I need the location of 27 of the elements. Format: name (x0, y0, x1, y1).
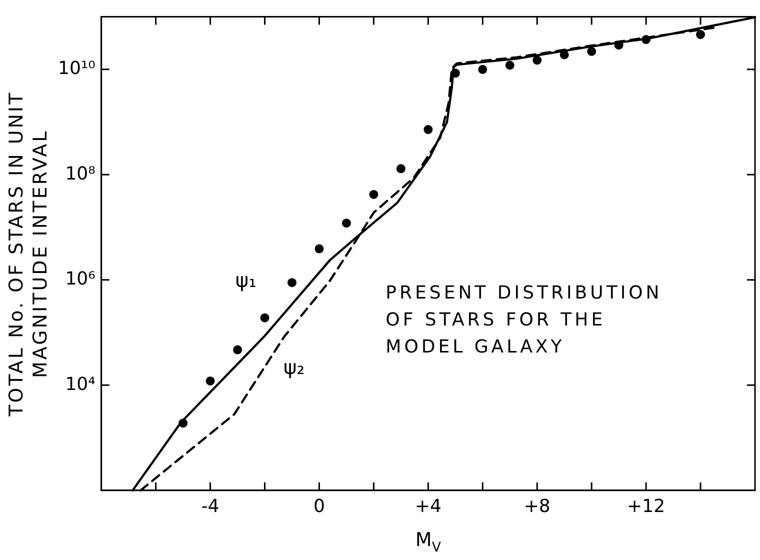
point (696, 30, 706, 40)
x-tick-label: +12 (627, 496, 666, 517)
point (342, 218, 351, 228)
y-tick-label: 10⁸ (65, 163, 96, 184)
y-tick-label: 10⁶ (65, 268, 96, 290)
point (287, 278, 296, 288)
x-tick-label: +8 (524, 496, 550, 517)
point (369, 190, 378, 199)
point (532, 56, 542, 65)
point (396, 164, 406, 174)
point (587, 46, 596, 56)
x-tick-label: 0 (313, 496, 325, 517)
series-label: ψ₁ (235, 268, 257, 292)
point (314, 244, 324, 254)
point (505, 60, 514, 70)
point (424, 125, 433, 134)
y-axis-title: TOTAL No. OF STARS IN UNIT MAGNITUDE INTERVAL (5, 90, 52, 418)
point (206, 376, 215, 386)
series-label: ψ₂ (283, 354, 305, 379)
point (260, 313, 270, 322)
x-tick-label: -4 (201, 496, 220, 517)
y-tick-label: 10⁴ (65, 374, 96, 395)
x-tick-label: +4 (414, 496, 442, 517)
y-tick-label: 10¹⁰ (58, 58, 96, 80)
point (478, 64, 488, 74)
annotation: PRESENT DISTRIBUTION OF STARS FOR THE MODEL GALAXY (386, 282, 662, 358)
point (233, 345, 242, 354)
